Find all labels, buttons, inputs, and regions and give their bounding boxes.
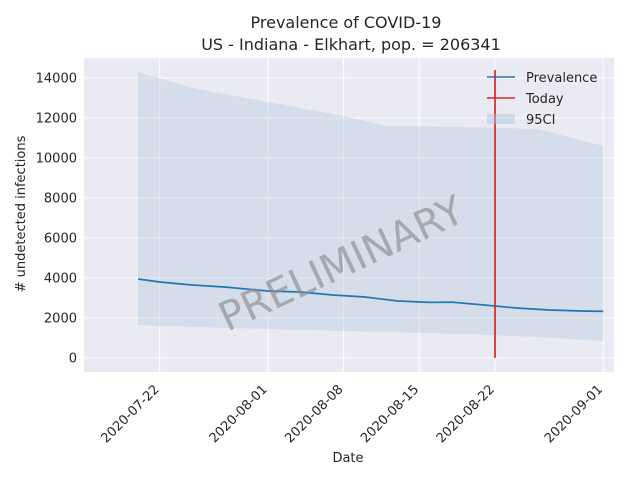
y-tick-label: 0 <box>69 352 77 367</box>
ci-band <box>138 72 604 341</box>
ci-layer <box>138 72 604 341</box>
x-tick-label: 2020-09-01 <box>542 382 606 446</box>
x-tick-label: 2020-08-22 <box>434 382 498 446</box>
legend-today-label: Today <box>525 92 564 107</box>
x-tick-label: 2020-08-15 <box>358 382 422 446</box>
y-tick-label: 10000 <box>36 152 77 167</box>
x-tick-label: 2020-08-08 <box>282 382 346 446</box>
y-tick-label: 8000 <box>44 192 77 207</box>
chart-title: Prevalence of COVID-19 <box>251 13 442 32</box>
legend-95ci-label: 95CI <box>526 113 555 128</box>
y-tick-label: 12000 <box>36 112 77 127</box>
legend-95ci-swatch <box>487 114 515 124</box>
plot-area <box>84 58 614 372</box>
prevalence-line <box>137 278 604 313</box>
y-tick-labels: 0 2000 4000 6000 8000 10000 12000 14000 <box>36 72 77 367</box>
chart-subtitle: US - Indiana - Elkhart, pop. = 206341 <box>201 35 501 54</box>
x-tick-label: 2020-07-22 <box>99 382 163 446</box>
x-tick-labels: 2020-07-22 2020-08-01 2020-08-08 2020-08-15… <box>99 382 607 446</box>
legend: Prevalence Today 95CI <box>487 71 597 128</box>
y-axis-label: # undetected infections <box>14 135 29 292</box>
y-tick-label: 14000 <box>36 72 77 87</box>
legend-prevalence-label: Prevalence <box>526 71 597 86</box>
y-tick-label: 4000 <box>44 272 77 287</box>
y-tick-label: 2000 <box>44 312 77 327</box>
grid <box>84 58 614 372</box>
line-layer <box>137 278 604 313</box>
y-tick-label: 6000 <box>44 232 77 247</box>
x-tick-label: 2020-08-01 <box>207 382 271 446</box>
x-axis-label: Date <box>332 451 363 466</box>
